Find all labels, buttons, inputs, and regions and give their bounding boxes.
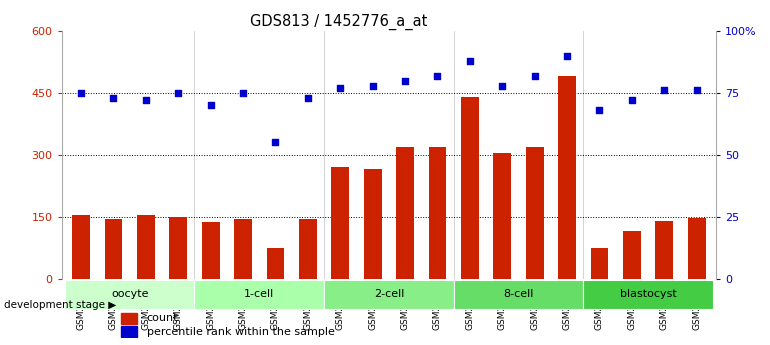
- Point: [464, 58, 476, 63]
- Bar: [558, 77, 576, 279]
- Text: count: count: [146, 314, 178, 324]
- Point: [496, 83, 508, 88]
- Text: GDS813 / 1452776_a_at: GDS813 / 1452776_a_at: [250, 14, 427, 30]
- Text: development stage ▶: development stage ▶: [4, 300, 116, 310]
- Bar: [105, 219, 122, 279]
- Text: 2-cell: 2-cell: [373, 289, 404, 299]
- Point: [302, 95, 314, 101]
- Point: [270, 140, 282, 145]
- Point: [561, 53, 573, 59]
- Point: [399, 78, 411, 83]
- Bar: [461, 97, 479, 279]
- Bar: [120, 313, 137, 324]
- Point: [594, 108, 606, 113]
- Bar: [688, 218, 705, 279]
- Point: [528, 73, 541, 78]
- Point: [626, 98, 638, 103]
- Bar: [526, 147, 544, 279]
- Bar: [266, 248, 284, 279]
- Text: 1-cell: 1-cell: [244, 289, 274, 299]
- Point: [139, 98, 152, 103]
- Bar: [299, 219, 316, 279]
- Point: [205, 102, 217, 108]
- Bar: [137, 215, 155, 279]
- Text: 8-cell: 8-cell: [504, 289, 534, 299]
- Point: [172, 90, 184, 96]
- Bar: [494, 153, 511, 279]
- Bar: [324, 280, 454, 309]
- Point: [237, 90, 249, 96]
- Point: [367, 83, 379, 88]
- Bar: [655, 221, 673, 279]
- Bar: [202, 222, 219, 279]
- Point: [431, 73, 444, 78]
- Text: percentile rank within the sample: percentile rank within the sample: [146, 327, 334, 337]
- Bar: [591, 248, 608, 279]
- Bar: [583, 280, 713, 309]
- Bar: [195, 280, 324, 309]
- Bar: [120, 326, 137, 337]
- Point: [107, 95, 119, 101]
- Bar: [72, 215, 90, 279]
- Bar: [65, 280, 195, 309]
- Point: [75, 90, 87, 96]
- Bar: [396, 147, 414, 279]
- Point: [691, 88, 703, 93]
- Text: blastocyst: blastocyst: [620, 289, 676, 299]
- Bar: [429, 147, 447, 279]
- Bar: [363, 169, 382, 279]
- Bar: [169, 217, 187, 279]
- Bar: [454, 280, 583, 309]
- Bar: [623, 231, 641, 279]
- Text: oocyte: oocyte: [111, 289, 149, 299]
- Bar: [331, 167, 349, 279]
- Bar: [234, 219, 252, 279]
- Point: [334, 85, 346, 91]
- Point: [658, 88, 671, 93]
